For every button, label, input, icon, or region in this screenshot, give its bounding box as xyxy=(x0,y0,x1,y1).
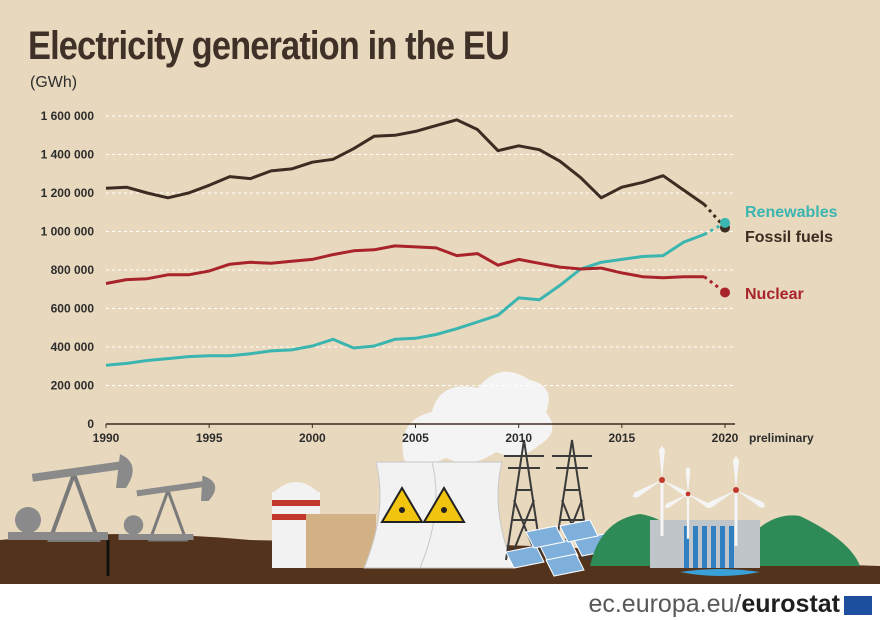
series-label: Renewables xyxy=(745,204,838,221)
reactor-stripe xyxy=(272,514,320,520)
solar-panel-icon xyxy=(559,519,599,543)
turbine-blade xyxy=(733,456,739,490)
energy-illustration xyxy=(0,371,880,584)
x-axis: 1990 1995 2000 2005 2010 2015 2020 preliminary xyxy=(93,424,814,445)
pump-head xyxy=(116,454,133,488)
x-tick-label: 2000 xyxy=(299,431,326,445)
annex-building xyxy=(306,514,376,568)
series-fossil-fuels: Fossil fuels xyxy=(105,118,833,246)
turbine-blade xyxy=(685,466,691,494)
radiation-center xyxy=(441,507,447,513)
oil-pump-icon xyxy=(118,475,216,542)
turbine-blade xyxy=(736,490,766,508)
turbine-blade xyxy=(662,480,692,498)
wind-turbine-icon xyxy=(733,487,739,493)
pump-beam xyxy=(31,460,129,482)
y-tick-label: 1 600 000 xyxy=(41,109,95,123)
turbine-blade xyxy=(664,494,688,509)
y-tick-label: 0 xyxy=(87,417,94,431)
turbine-blade xyxy=(688,494,712,509)
x-tick-label: 2010 xyxy=(505,431,532,445)
x-tick-label: 2005 xyxy=(402,431,429,445)
series-end-point xyxy=(720,217,730,228)
series-line xyxy=(105,232,705,367)
power-pylon-icon xyxy=(504,439,544,561)
power-pylon-icon xyxy=(552,439,592,561)
oil-pump-icon xyxy=(8,454,133,542)
green-hill xyxy=(730,515,860,566)
chart-svg: 0 200 000 400 000 600 000 800 000 1 000 000 1 … xyxy=(0,109,880,584)
dam-waterfall xyxy=(702,526,707,568)
turbine-blade xyxy=(659,446,665,480)
footer: ec.europa.eu/eurostat xyxy=(0,584,880,620)
pump-wheel xyxy=(123,515,144,535)
series-label: Nuclear xyxy=(745,286,804,303)
dam-waterfall xyxy=(720,526,725,568)
solar-panel-icon xyxy=(525,525,565,549)
y-tick-label: 200 000 xyxy=(51,379,95,393)
pump-wheel xyxy=(15,507,41,533)
gridlines xyxy=(106,115,735,425)
dam-waterfall xyxy=(684,526,689,568)
radiation-icon xyxy=(380,486,424,523)
eurostat-brand: eurostat xyxy=(741,590,840,618)
solar-panel-icon xyxy=(505,545,545,569)
solar-panel-icon xyxy=(545,553,585,577)
eu-flag-icon xyxy=(844,596,872,615)
x-tick-label: 1990 xyxy=(93,431,120,445)
series-nuclear: Nuclear xyxy=(105,244,804,303)
source-link[interactable]: ec.europa.eu/eurostat xyxy=(588,590,840,619)
series-line xyxy=(105,244,705,285)
page-title: Electricity generation in the EU xyxy=(28,24,510,68)
series-renewables: Renewables xyxy=(105,204,838,367)
y-tick-label: 1 000 000 xyxy=(41,225,95,239)
series-end-point xyxy=(720,287,730,298)
water-pool xyxy=(680,569,760,576)
pump-frame xyxy=(147,486,189,542)
y-axis: 0 200 000 400 000 600 000 800 000 1 000 000 1 … xyxy=(41,109,95,431)
pump-beam xyxy=(136,480,209,497)
x-tick-label: 2015 xyxy=(608,431,635,445)
dam-waterfall xyxy=(729,526,734,568)
radiation-center xyxy=(399,507,405,513)
dam-waterfall xyxy=(711,526,716,568)
y-tick-label: 1 400 000 xyxy=(41,148,95,162)
y-tick-label: 800 000 xyxy=(51,263,95,277)
reactor-dome xyxy=(272,482,320,494)
y-tick-label: 600 000 xyxy=(51,302,95,316)
y-tick-label: 400 000 xyxy=(51,340,95,354)
series-preliminary-line xyxy=(703,203,727,229)
series-label: Fossil fuels xyxy=(745,229,833,246)
dam-waterfall xyxy=(693,526,698,568)
x-tick-label: 1995 xyxy=(196,431,223,445)
pump-base xyxy=(8,532,108,540)
wind-turbine-icon xyxy=(685,491,691,497)
wind-turbine-icon xyxy=(659,477,665,483)
radiation-icon xyxy=(422,486,466,523)
turbine-blade xyxy=(706,490,736,508)
preliminary-label: preliminary xyxy=(749,431,814,445)
unit-label: (GWh) xyxy=(30,74,78,91)
pump-frame xyxy=(47,468,101,542)
steam-cloud xyxy=(402,371,553,465)
turbine-blade xyxy=(632,479,662,498)
x-tick-label: 2020 xyxy=(712,431,739,445)
pump-head xyxy=(201,475,216,501)
reactor-stripe xyxy=(272,500,320,506)
y-tick-label: 1 200 000 xyxy=(41,186,95,200)
series-line xyxy=(105,118,706,206)
site-text: ec.europa.eu/ xyxy=(588,590,742,618)
pump-base xyxy=(118,534,194,540)
